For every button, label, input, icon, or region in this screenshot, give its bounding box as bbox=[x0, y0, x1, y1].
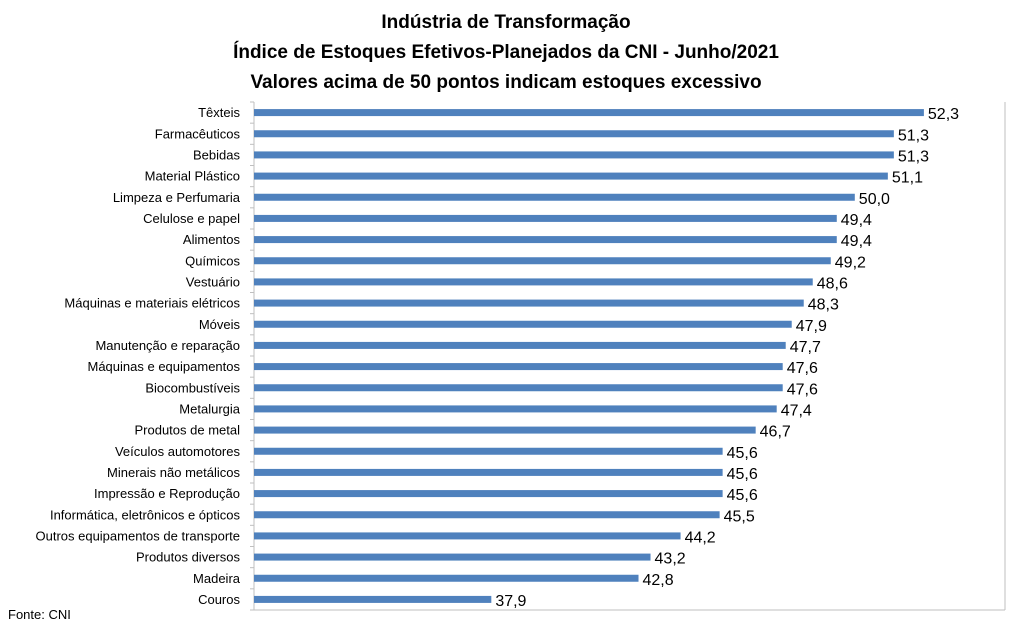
bar bbox=[254, 109, 924, 117]
data-label: 51,3 bbox=[898, 127, 929, 144]
bar bbox=[254, 574, 639, 582]
data-label: 42,8 bbox=[643, 572, 674, 589]
data-label: 45,6 bbox=[727, 487, 758, 504]
data-label: 51,3 bbox=[898, 148, 929, 165]
bar bbox=[254, 151, 894, 159]
chart-title-line-1: Indústria de Transformação bbox=[381, 12, 631, 33]
data-label: 48,6 bbox=[817, 275, 848, 292]
category-label: Informática, eletrônicos e ópticos bbox=[50, 507, 241, 522]
data-label: 50,0 bbox=[859, 191, 890, 208]
category-label: Têxteis bbox=[198, 105, 240, 120]
bar bbox=[254, 172, 888, 180]
category-label: Madeira bbox=[193, 571, 241, 586]
bar bbox=[254, 405, 777, 413]
data-label: 52,3 bbox=[928, 106, 959, 123]
bar bbox=[254, 193, 855, 201]
data-label: 51,1 bbox=[892, 170, 923, 187]
bar bbox=[254, 384, 783, 392]
bar bbox=[254, 320, 792, 328]
bar bbox=[254, 278, 813, 286]
data-label: 49,4 bbox=[841, 233, 872, 250]
category-label: Metalurgia bbox=[179, 401, 240, 416]
category-label: Químicos bbox=[185, 253, 240, 268]
data-label: 47,4 bbox=[781, 402, 812, 419]
category-label: Celulose e papel bbox=[143, 211, 240, 226]
category-label: Limpeza e Perfumaria bbox=[113, 190, 241, 205]
bar bbox=[254, 426, 756, 434]
data-label: 45,6 bbox=[727, 466, 758, 483]
bar bbox=[254, 490, 723, 498]
data-label: 45,5 bbox=[724, 508, 755, 525]
category-label: Impressão e Reprodução bbox=[94, 486, 240, 501]
bar bbox=[254, 553, 651, 561]
bar bbox=[254, 468, 723, 476]
bar bbox=[254, 532, 681, 540]
bar bbox=[254, 511, 720, 519]
category-label: Veículos automotores bbox=[115, 444, 241, 459]
category-label: Farmacêuticos bbox=[155, 126, 241, 141]
bar bbox=[254, 341, 786, 349]
category-label: Outros equipamentos de transporte bbox=[35, 528, 240, 543]
bar bbox=[254, 236, 837, 244]
data-label: 46,7 bbox=[760, 424, 791, 441]
chart-title-line-2: Índice de Estoques Efetivos-Planejados d… bbox=[233, 42, 779, 63]
category-label: Máquinas e equipamentos bbox=[88, 359, 241, 374]
category-label: Material Plástico bbox=[145, 169, 240, 184]
category-label: Alimentos bbox=[183, 232, 241, 247]
category-label: Produtos de metal bbox=[134, 423, 240, 438]
data-label: 48,3 bbox=[808, 297, 839, 314]
category-label: Bebidas bbox=[193, 147, 240, 162]
data-label: 47,9 bbox=[796, 318, 827, 335]
bar bbox=[254, 595, 492, 603]
bar bbox=[254, 447, 723, 455]
data-label: 43,2 bbox=[655, 551, 686, 568]
data-label: 49,2 bbox=[835, 254, 866, 271]
bar bbox=[254, 130, 894, 138]
data-label: 44,2 bbox=[685, 529, 716, 546]
category-label: Máquinas e materiais elétricos bbox=[64, 296, 240, 311]
bar bbox=[254, 363, 783, 371]
category-label: Produtos diversos bbox=[136, 550, 241, 565]
bar bbox=[254, 214, 837, 222]
category-label: Couros bbox=[198, 592, 240, 607]
data-label: 47,6 bbox=[787, 360, 818, 377]
bar bbox=[254, 257, 831, 265]
data-label: 47,6 bbox=[787, 381, 818, 398]
category-label: Manutenção e reparação bbox=[95, 338, 240, 353]
category-label: Minerais não metálicos bbox=[107, 465, 240, 480]
category-label: Vestuário bbox=[186, 274, 240, 289]
data-label: 49,4 bbox=[841, 212, 872, 229]
data-label: 45,6 bbox=[727, 445, 758, 462]
category-label: Móveis bbox=[199, 317, 241, 332]
source-note: Fonte: CNI bbox=[8, 607, 71, 622]
bar bbox=[254, 299, 804, 307]
data-label: 37,9 bbox=[495, 593, 526, 610]
category-label: Biocombustíveis bbox=[145, 380, 240, 395]
chart-title-line-3: Valores acima de 50 pontos indicam estoq… bbox=[250, 72, 762, 93]
data-label: 47,7 bbox=[790, 339, 821, 356]
